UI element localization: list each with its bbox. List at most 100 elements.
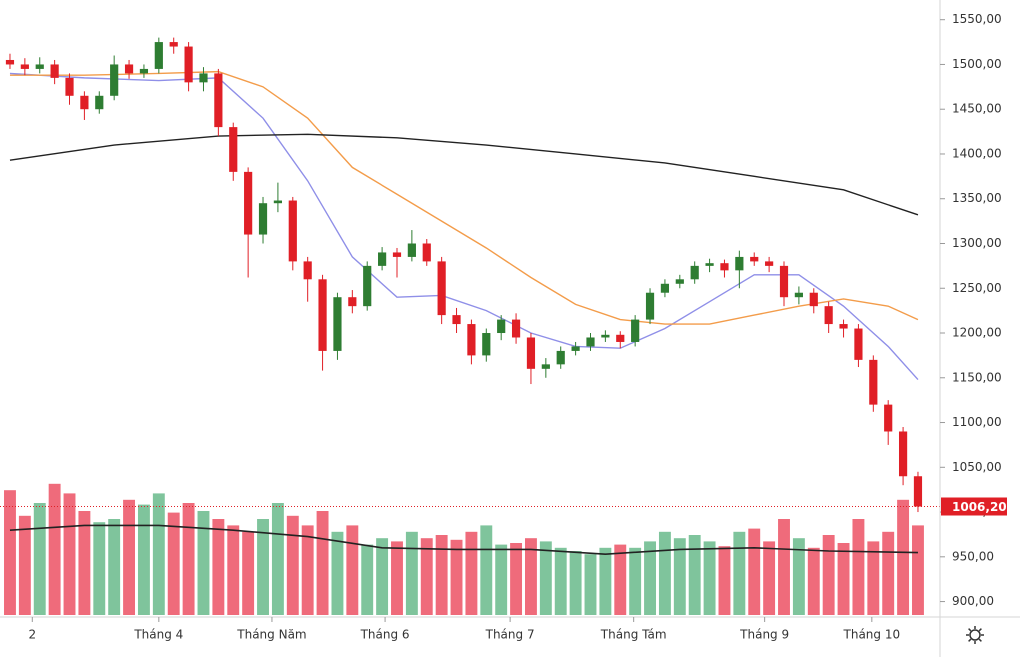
candle-body <box>809 292 818 307</box>
candle-body <box>854 328 863 360</box>
candle-body <box>482 333 491 356</box>
y-tick-label: 1050,00 <box>952 460 1002 474</box>
candle-body <box>779 265 789 298</box>
volume-bar <box>480 525 493 615</box>
candle-body <box>199 73 208 83</box>
volume-bar <box>644 541 656 615</box>
volume-bar <box>33 503 46 615</box>
volume-bar <box>331 531 344 615</box>
candle-body <box>318 279 327 351</box>
volume-bar <box>539 541 552 615</box>
volume-bar <box>286 515 299 615</box>
candle-body <box>511 319 521 338</box>
candle-body <box>645 292 655 320</box>
volume-bar <box>852 519 865 615</box>
volume-bar <box>346 525 359 615</box>
moving-average-line <box>9 70 919 325</box>
candle-body <box>913 476 923 507</box>
volume-pane <box>4 483 924 615</box>
volume-bar <box>897 499 910 615</box>
volume-bar <box>137 504 150 615</box>
candle-body <box>571 346 580 351</box>
candle-body <box>601 334 610 338</box>
candle-body <box>244 171 253 235</box>
candle-body <box>824 306 833 325</box>
volume-bar <box>48 483 61 615</box>
volume-bar <box>4 490 16 615</box>
volume-bar <box>391 541 403 615</box>
y-tick-label: 1250,00 <box>952 281 1002 295</box>
volume-bar <box>554 547 567 615</box>
moving-average-line <box>9 133 919 216</box>
volume-bar <box>316 511 329 615</box>
candle-body <box>794 292 803 298</box>
volume-ma-line <box>9 524 918 556</box>
volume-bar <box>182 503 195 615</box>
y-tick-label: 900,00 <box>952 594 994 608</box>
y-tick-label: 1400,00 <box>952 146 1002 160</box>
candle-body <box>303 261 312 280</box>
volume-bar <box>435 535 448 615</box>
volume-bar <box>108 519 121 615</box>
candle-body <box>333 297 342 351</box>
candle-body <box>378 252 387 266</box>
volume-bar <box>629 547 642 615</box>
candle-body <box>50 64 59 78</box>
volume-bar <box>152 493 165 615</box>
y-tick-label: 1200,00 <box>952 326 1002 340</box>
candle-body <box>20 64 29 69</box>
candle-body <box>556 350 565 365</box>
volume-bar <box>748 528 761 615</box>
volume-bar <box>405 531 418 615</box>
candle-body <box>452 315 461 325</box>
candle-body <box>675 279 684 284</box>
volume-bar <box>301 525 314 615</box>
candle-body <box>631 319 640 342</box>
x-tick-label: Tháng Năm <box>236 628 306 642</box>
candle-body <box>690 265 699 280</box>
candle-body <box>497 319 506 334</box>
candle-body <box>541 364 550 369</box>
volume-bar <box>123 499 136 615</box>
volume-bar <box>271 503 284 615</box>
volume-bar <box>807 547 820 615</box>
candle-body <box>95 95 104 110</box>
y-tick-label: 1550,00 <box>952 12 1002 26</box>
candle-body <box>229 127 238 172</box>
volume-bar <box>376 538 389 615</box>
candle-body <box>348 297 357 307</box>
y-tick-label: 1350,00 <box>952 191 1002 205</box>
settings-icon[interactable] <box>966 626 984 644</box>
candle-body <box>65 77 74 96</box>
y-tick-label: 1500,00 <box>952 57 1002 71</box>
volume-bar <box>495 544 508 615</box>
candle-body <box>660 283 670 293</box>
volume-bar <box>867 541 880 615</box>
candle-body <box>258 203 268 235</box>
candle-body <box>705 263 714 266</box>
candle-body <box>898 431 908 477</box>
volume-bar <box>510 543 523 615</box>
candle-body <box>169 42 178 47</box>
y-tick-label: 1100,00 <box>952 415 1002 429</box>
last-price-label: 1006,20 <box>952 500 1007 514</box>
candle-body <box>422 243 431 262</box>
candle-body <box>526 337 536 369</box>
volume-bar <box>197 511 210 615</box>
volume-bar <box>688 535 701 615</box>
volume-bar <box>93 522 106 615</box>
volume-bar <box>584 554 597 615</box>
x-tick-label: Tháng 7 <box>485 628 535 642</box>
volume-bar <box>569 551 582 615</box>
moving-average-line <box>9 72 919 381</box>
candle-body <box>750 256 759 262</box>
volume-bar <box>912 525 924 615</box>
candle-body <box>110 64 119 96</box>
volume-bar <box>361 544 374 615</box>
candle-body <box>720 263 729 271</box>
x-tick-label: Tháng 9 <box>739 628 789 642</box>
volume-bar <box>450 539 463 615</box>
candle-body <box>765 261 774 266</box>
